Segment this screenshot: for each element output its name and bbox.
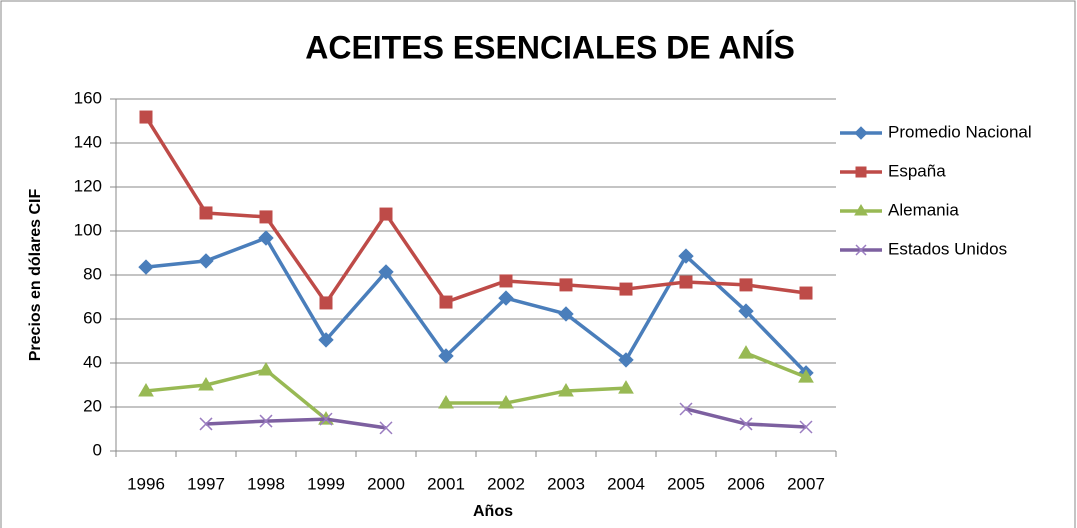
y-tick-label: 40 xyxy=(83,352,102,371)
marker xyxy=(738,345,754,359)
marker xyxy=(378,264,394,280)
series-line xyxy=(145,236,808,375)
x-tick-label: 2002 xyxy=(487,474,525,493)
marker xyxy=(198,253,214,269)
marker xyxy=(258,362,274,376)
marker xyxy=(739,417,753,431)
marker xyxy=(379,207,393,221)
marker xyxy=(319,412,333,426)
marker xyxy=(498,395,514,409)
marker xyxy=(558,306,574,322)
marker xyxy=(199,206,213,220)
marker xyxy=(798,369,814,383)
y-tick-label: 100 xyxy=(74,220,102,239)
marker xyxy=(319,296,333,310)
y-axis-label: Precios en dólares CIF xyxy=(27,189,44,362)
x-tick-label: 2001 xyxy=(427,474,465,493)
marker xyxy=(678,248,694,264)
legend-label: Alemania xyxy=(888,200,959,219)
marker xyxy=(259,414,273,428)
marker xyxy=(438,348,454,364)
marker xyxy=(499,274,513,288)
x-tick-label: 2000 xyxy=(367,474,405,493)
series-line xyxy=(144,116,807,305)
marker xyxy=(854,126,868,140)
marker xyxy=(855,166,867,178)
marker xyxy=(438,395,454,409)
marker xyxy=(559,278,573,292)
y-tick-label: 80 xyxy=(83,264,102,283)
marker xyxy=(558,382,574,397)
legend-label: Estados Unidos xyxy=(888,239,1007,258)
marker xyxy=(679,275,693,289)
x-tick-label: 2005 xyxy=(667,474,705,493)
y-tick-label: 140 xyxy=(74,132,102,151)
marker xyxy=(258,230,274,246)
marker xyxy=(679,402,693,416)
x-tick-label: 1996 xyxy=(127,474,165,493)
x-tick-label: 1998 xyxy=(247,474,285,493)
legend-label: España xyxy=(888,161,946,180)
marker xyxy=(199,417,213,431)
marker xyxy=(439,295,453,309)
marker xyxy=(379,421,393,435)
marker xyxy=(855,244,867,256)
marker xyxy=(139,110,153,124)
y-tick-label: 160 xyxy=(74,88,102,107)
x-tick-label: 2007 xyxy=(787,474,825,493)
series-line xyxy=(145,351,807,421)
marker xyxy=(138,259,154,275)
marker xyxy=(618,352,634,368)
marker xyxy=(799,420,813,434)
legend-label: Promedio Nacional xyxy=(888,122,1032,141)
x-tick-label: 1999 xyxy=(307,474,345,493)
y-tick-label: 20 xyxy=(83,396,102,415)
marker xyxy=(799,286,813,300)
marker xyxy=(498,290,514,306)
x-tick-label: 2006 xyxy=(727,474,765,493)
marker xyxy=(854,204,868,216)
x-axis-label: Años xyxy=(473,503,513,520)
marker xyxy=(738,303,754,319)
y-tick-label: 120 xyxy=(74,176,102,195)
x-tick-label: 2003 xyxy=(547,474,585,493)
x-tick-label: 2004 xyxy=(607,474,645,493)
marker xyxy=(318,332,334,348)
marker xyxy=(259,210,273,224)
marker xyxy=(198,377,214,391)
chart-title: ACEITES ESENCIALES DE ANÍS xyxy=(305,29,795,65)
y-tick-label: 0 xyxy=(93,440,102,459)
x-tick-label: 1997 xyxy=(187,474,225,493)
y-tick-label: 60 xyxy=(83,308,102,327)
marker xyxy=(619,282,633,296)
marker xyxy=(739,278,753,292)
marker xyxy=(618,380,634,394)
marker xyxy=(138,382,154,397)
